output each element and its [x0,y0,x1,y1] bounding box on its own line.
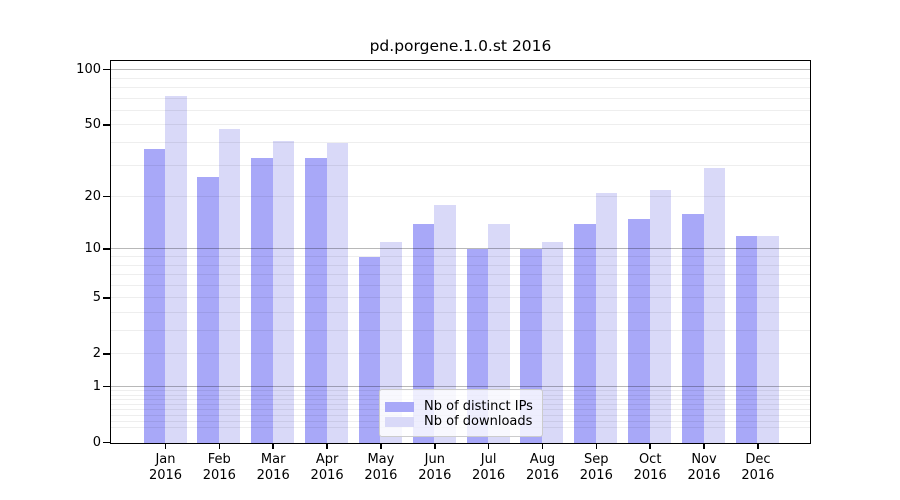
bar-nb-of-distinct-ips-apr-2016 [305,158,327,443]
x-tick-mark [703,444,705,449]
bar-nb-of-distinct-ips-jun-2016 [412,224,435,443]
y-tick-mark [103,68,110,71]
bar-nb-of-downloads-feb-2016 [218,128,241,443]
x-tick-mark [434,444,436,449]
x-tick-mark [541,444,544,449]
y-tick-label: 2 [92,345,101,361]
bar-nb-of-downloads-sep-2016 [595,193,618,443]
bar-nb-of-downloads-mar-2016 [272,141,295,443]
bar-nb-of-distinct-ips-oct-2016 [628,219,650,443]
y-tick-mark [103,297,110,299]
x-tick-label-jun-2016: Jun 2016 [418,452,452,483]
x-tick-mark [595,444,597,449]
x-tick-label-feb-2016: Feb 2016 [202,452,236,483]
x-tick-mark [326,444,328,449]
legend-label-distinct-ips: Nb of distinct IPs [424,399,533,414]
x-tick-mark [487,444,490,449]
x-tick-mark [380,444,382,449]
bar-nb-of-downloads-nov-2016 [703,168,725,443]
gridline-minor [111,124,810,126]
bar-nb-of-distinct-ips-sep-2016 [574,224,596,443]
y-tick-mark [103,195,110,198]
y-tick-label: 10 [84,240,101,256]
bar-nb-of-distinct-ips-dec-2016 [735,235,758,443]
x-tick-label-aug-2016: Aug 2016 [525,452,560,483]
x-tick-label-apr-2016: Apr 2016 [310,452,344,483]
bar-nb-of-distinct-ips-feb-2016 [197,176,219,443]
bar-nb-of-distinct-ips-jan-2016 [143,149,165,443]
y-tick-label: 0 [92,434,101,450]
plot-area [110,60,811,444]
y-tick-mark [103,353,110,355]
gridline-minor [111,164,810,166]
y-tick-mark [103,441,110,444]
bar-nb-of-downloads-jan-2016 [165,96,187,443]
y-tick-mark [103,385,110,388]
bar-nb-of-distinct-ips-mar-2016 [251,158,273,443]
bar-nb-of-downloads-aug-2016 [541,242,564,443]
y-tick-label: 100 [76,61,101,77]
bar-nb-of-distinct-ips-nov-2016 [682,214,704,443]
bar-nb-of-downloads-jul-2016 [488,224,510,443]
y-tick-label: 1 [92,378,101,394]
gridline-minor [111,142,810,143]
legend-item-downloads: Nb of downloads [385,414,536,429]
y-tick-mark [103,124,110,126]
x-tick-label-jul-2016: Jul 2016 [472,452,506,483]
bar-nb-of-downloads-oct-2016 [649,189,672,443]
x-tick-label-nov-2016: Nov 2016 [687,452,721,483]
gridline-minor [111,77,810,79]
x-tick-mark [649,444,651,449]
legend-label-downloads: Nb of downloads [424,414,533,429]
legend-item-distinct-ips: Nb of distinct IPs [385,399,536,414]
gridline-minor [111,97,810,99]
x-tick-mark [164,444,167,449]
bar-nb-of-downloads-apr-2016 [326,143,349,443]
x-tick-mark [218,444,221,449]
gridline-minor [111,87,810,88]
chart-title: pd.porgene.1.0.st 2016 [369,37,552,55]
x-tick-mark [272,444,274,449]
gridline-minor [111,109,810,111]
x-tick-label-oct-2016: Oct 2016 [633,452,667,483]
x-tick-label-jan-2016: Jan 2016 [148,452,183,483]
y-tick-mark [103,248,110,250]
legend-swatch-downloads [385,416,414,427]
bar-nb-of-distinct-ips-may-2016 [358,257,381,443]
legend: Nb of distinct IPs Nb of downloads [379,389,543,437]
legend-swatch-distinct-ips [385,401,414,412]
y-tick-label: 20 [84,188,101,204]
bar-nb-of-downloads-jun-2016 [434,205,456,443]
y-tick-label: 5 [92,289,101,305]
gridline-major [111,69,810,71]
bar-nb-of-downloads-dec-2016 [757,235,779,443]
x-tick-label-sep-2016: Sep 2016 [579,452,613,483]
x-tick-label-mar-2016: Mar 2016 [256,452,290,483]
y-tick-label: 50 [84,116,101,132]
x-tick-label-may-2016: May 2016 [364,452,398,483]
x-tick-label-dec-2016: Dec 2016 [741,452,775,483]
x-tick-mark [757,444,759,449]
